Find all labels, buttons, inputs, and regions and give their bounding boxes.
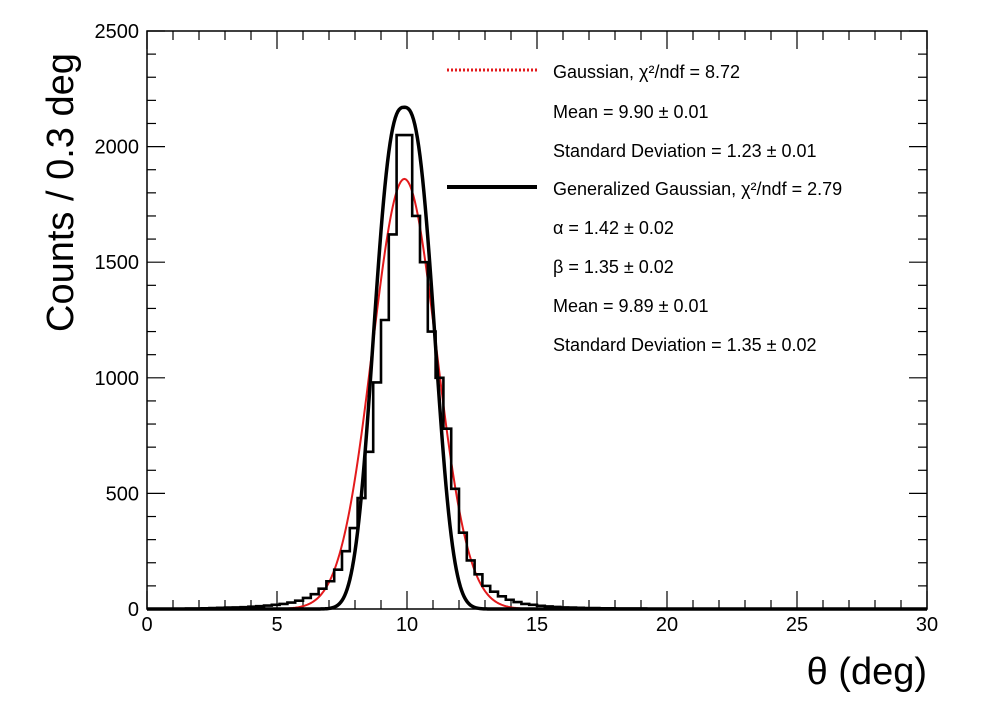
x-tick-label: 5 [271,614,282,636]
legend-generalized-label: Generalized Gaussian, χ²/ndf = 2.79 [553,179,842,199]
y-tick-label: 1500 [95,252,140,274]
legend: Gaussian, χ²/ndf = 8.72 Mean = 9.90 ± 0.… [447,62,842,355]
generalized-gaussian-fit-line [147,105,927,611]
legend-generalized-alpha: α = 1.42 ± 0.02 [553,218,674,238]
y-axis-title: Counts / 0.3 deg [40,53,82,332]
legend-generalized-std: Standard Deviation = 1.35 ± 0.02 [553,335,817,355]
x-tick-label: 25 [786,614,808,636]
legend-gaussian-label: Gaussian, χ²/ndf = 8.72 [553,62,740,82]
x-tick-label: 10 [396,614,418,636]
x-tick-label: 30 [916,614,938,636]
x-axis-title: θ (deg) [807,651,927,693]
x-axis-ticks: 0 5 10 15 20 25 30 [141,31,938,636]
y-tick-label: 500 [106,483,139,505]
y-axis-ticks: 0 500 1000 1500 2000 2500 [95,21,927,621]
legend-generalized-mean: Mean = 9.89 ± 0.01 [553,296,709,316]
legend-gaussian-mean: Mean = 9.90 ± 0.01 [553,102,709,122]
x-tick-label: 15 [526,614,548,636]
y-tick-label: 0 [128,599,139,621]
legend-gaussian-std: Standard Deviation = 1.23 ± 0.01 [553,141,817,161]
generalized-gaussian-fit-curve [147,105,927,611]
legend-generalized-beta: β = 1.35 ± 0.02 [553,257,674,277]
plot-frame [146,30,928,610]
y-tick-label: 2000 [95,137,140,159]
x-tick-label: 20 [656,614,678,636]
y-tick-label: 1000 [95,368,140,390]
x-tick-label: 0 [141,614,152,636]
y-tick-label: 2500 [95,21,140,43]
